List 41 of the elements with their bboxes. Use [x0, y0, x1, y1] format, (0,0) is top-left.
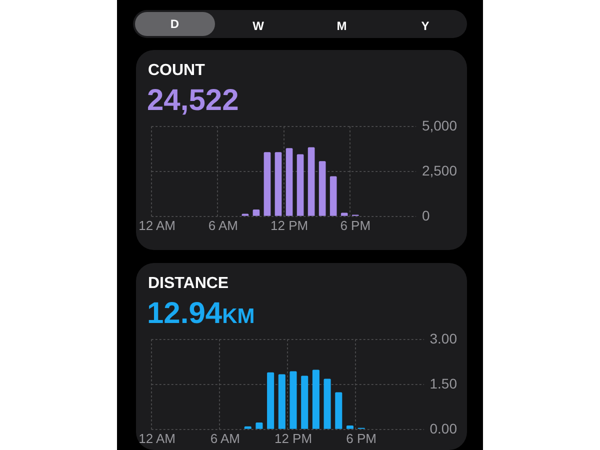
bar [335, 392, 342, 429]
x-tick-label: 6 PM [340, 218, 371, 233]
bar [346, 426, 354, 429]
chart-title: DISTANCE [148, 275, 229, 293]
chart-subtitle: 12.94km [147, 297, 255, 331]
bar [312, 370, 320, 429]
chart-title: COUNT [148, 62, 205, 80]
x-tick-label: 12 AM [138, 430, 176, 446]
x-tick-label: 6 PM [346, 430, 377, 446]
bar [318, 161, 326, 216]
bar [256, 422, 263, 429]
bar [264, 152, 271, 216]
text: M [336, 18, 348, 35]
bar [244, 426, 252, 429]
text: D [135, 12, 214, 36]
x-tick-label: 12 AM [138, 218, 176, 233]
bar [324, 378, 331, 429]
y-tick-label: 0.00 [430, 420, 458, 436]
y-tick-label: 0 [422, 207, 430, 224]
bar [252, 210, 260, 216]
text: Y [420, 18, 430, 35]
y-tick-label: 3.00 [430, 330, 458, 346]
bar [290, 371, 297, 429]
y-tick-label: 5,000 [422, 117, 458, 134]
bar [296, 154, 304, 216]
bar [340, 212, 348, 216]
bar [274, 152, 282, 216]
bar [267, 372, 274, 429]
x-tick-label: 6 AM [208, 218, 238, 233]
x-tick-label: 12 PM [274, 430, 312, 446]
x-tick-label: 6 AM [210, 430, 240, 446]
bar [278, 374, 286, 429]
chart-subtitle: 24,522 [147, 84, 239, 118]
bar [286, 148, 293, 216]
text: W [252, 18, 265, 35]
x-tick-label: 12 PM [270, 218, 308, 233]
bar [308, 147, 315, 216]
bar [301, 376, 308, 429]
bar [330, 176, 337, 216]
y-tick-label: 2,500 [422, 162, 458, 178]
y-tick-label: 1.50 [430, 375, 458, 392]
